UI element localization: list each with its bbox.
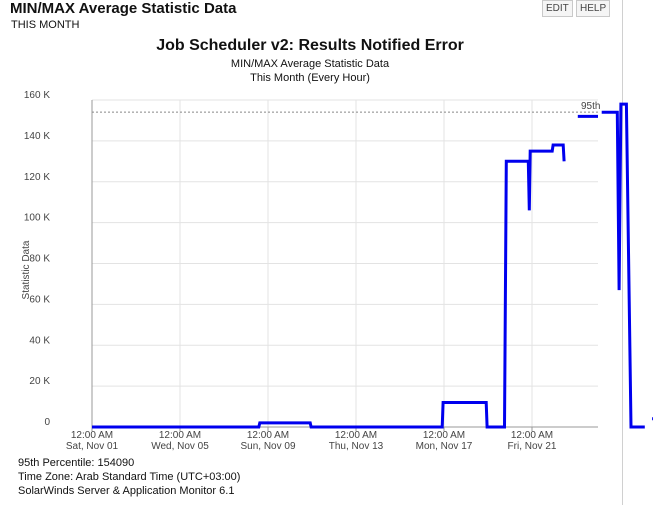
timezone-info: Time Zone: Arab Standard Time (UTC+03:00… (18, 471, 241, 483)
percentile-summary: 95th Percentile: 154090 (18, 457, 135, 469)
y-tick-label: 20 K (29, 376, 50, 387)
x-tick-date: Mon, Nov 17 (416, 441, 473, 452)
y-tick-label: 140 K (24, 131, 50, 142)
product-info: SolarWinds Server & Application Monitor … (18, 485, 235, 497)
percentile-95-label: 95th (581, 101, 600, 112)
y-tick-label: 40 K (29, 335, 50, 346)
edit-button[interactable]: EDIT (542, 0, 573, 17)
series-line (601, 102, 645, 429)
y-axis-label: Statistic Data (21, 240, 32, 299)
y-tick-label: 0 (44, 417, 50, 428)
x-tick-time: 12:00 AM (71, 430, 113, 441)
chart-period: This Month (Every Hour) (250, 72, 370, 84)
y-tick-labels: 0 20 K 40 K 60 K 80 K 100 K 120 K 140 K 160 K (24, 90, 51, 428)
x-tick-time: 12:00 AM (247, 430, 289, 441)
x-tick-time: 12:00 AM (335, 430, 377, 441)
chart-title: Job Scheduler v2: Results Notified Error (156, 37, 464, 54)
axes (91, 100, 598, 431)
y-tick-label: 120 K (24, 172, 50, 183)
widget-title: MIN/MAX Average Statistic Data (10, 0, 237, 17)
x-tick-time: 12:00 AM (511, 430, 553, 441)
grid-lines (91, 99, 598, 427)
series-lines (92, 102, 653, 429)
widget-period: THIS MONTH (11, 19, 80, 31)
x-tick-date: Fri, Nov 21 (508, 441, 557, 452)
x-tick-date: Sat, Nov 01 (66, 441, 119, 452)
x-tick-time: 12:00 AM (159, 430, 201, 441)
chart-subtitle: MIN/MAX Average Statistic Data (230, 58, 390, 70)
series-line (92, 143, 566, 429)
x-tick-date: Wed, Nov 05 (151, 441, 209, 452)
y-tick-label: 100 K (24, 213, 50, 224)
y-tick-label: 80 K (29, 254, 50, 265)
help-button[interactable]: HELP (576, 0, 611, 17)
y-tick-label: 60 K (29, 294, 50, 305)
x-tick-date: Sun, Nov 09 (240, 441, 295, 452)
y-tick-label: 160 K (24, 90, 50, 101)
panel-divider (622, 0, 623, 505)
x-tick-date: Thu, Nov 13 (329, 441, 384, 452)
x-tick-time: 12:00 AM (423, 430, 465, 441)
